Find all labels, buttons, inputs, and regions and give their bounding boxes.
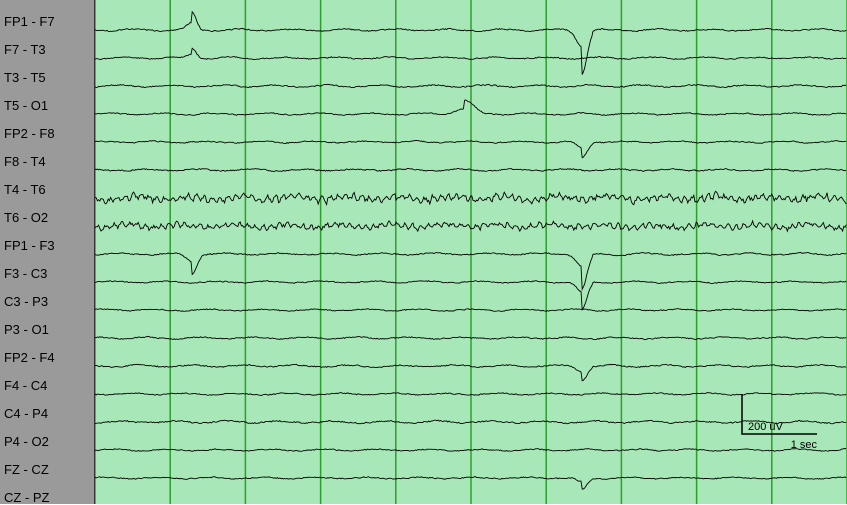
channel-label: FP1 - F7 bbox=[4, 14, 55, 29]
channel-label: F7 - T3 bbox=[4, 42, 46, 57]
channel-label: FZ - CZ bbox=[4, 462, 49, 477]
channel-label: F4 - C4 bbox=[4, 378, 47, 393]
channel-label: T3 - T5 bbox=[4, 70, 46, 85]
channel-label: FP2 - F8 bbox=[4, 126, 55, 141]
channel-label: T5 - O1 bbox=[4, 98, 48, 113]
eeg-trace-area: 200 uV 1 sec bbox=[95, 0, 847, 504]
channel-label: T6 - O2 bbox=[4, 210, 48, 225]
channel-label: T4 - T6 bbox=[4, 182, 46, 197]
eeg-display: 200 uV 1 sec FP1 - F7 F7 - T3 T3 - T5 T5 - O… bbox=[0, 0, 847, 504]
channel-label: F8 - T4 bbox=[4, 154, 46, 169]
channel-label: FP1 - F3 bbox=[4, 238, 55, 253]
channel-label: P3 - O1 bbox=[4, 322, 49, 337]
channel-label: CZ - PZ bbox=[4, 490, 50, 505]
eeg-svg: 200 uV 1 sec bbox=[95, 0, 847, 504]
channel-label-column: FP1 - F7 F7 - T3 T3 - T5 T5 - O1 FP2 - F8 F8 … bbox=[0, 0, 95, 504]
channel-label: F3 - C3 bbox=[4, 266, 47, 281]
channel-label: FP2 - F4 bbox=[4, 350, 55, 365]
channel-label: C4 - P4 bbox=[4, 406, 48, 421]
scale-voltage-label: 200 uV bbox=[748, 421, 784, 433]
scale-time-label: 1 sec bbox=[791, 439, 818, 451]
channel-label: P4 - O2 bbox=[4, 434, 49, 449]
channel-label: C3 - P3 bbox=[4, 294, 48, 309]
